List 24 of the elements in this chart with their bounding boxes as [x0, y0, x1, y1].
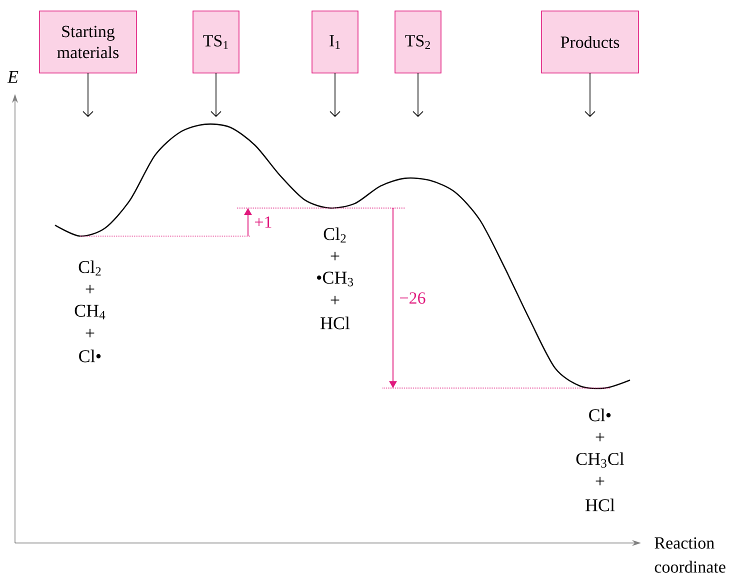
annotation: +	[86, 284, 94, 294]
x-axis-title: Reaction coordinate	[654, 537, 726, 573]
annotation: +	[330, 252, 340, 260]
text: I$_{1}$	[330, 35, 340, 49]
ref-line-label: −26	[400, 292, 426, 304]
text: Starting materials	[57, 26, 119, 58]
annotation: •CH$_{3}$	[316, 272, 354, 286]
annotation: HCl	[586, 498, 615, 512]
annotation: Cl•	[589, 408, 611, 422]
annotation: +	[330, 296, 340, 304]
text: TS$_{1}$	[203, 35, 228, 49]
annotation: CH$_{4}$	[74, 304, 106, 320]
annotation: CH$_{3}$Cl	[576, 452, 624, 468]
annotation: +	[596, 476, 604, 486]
annotation: +	[596, 432, 604, 442]
annotation: Cl$_{2}$	[324, 227, 346, 243]
annotation: +	[86, 328, 94, 338]
annotation: Cl$_{2}$	[78, 260, 101, 276]
legend-label: +1	[255, 216, 272, 228]
text: Products	[560, 36, 620, 48]
text: TS$_{2}$	[405, 35, 430, 49]
y-axis-title: E	[7, 71, 18, 83]
annotation: Cl•	[79, 350, 101, 362]
annotation: HCl	[320, 316, 350, 330]
